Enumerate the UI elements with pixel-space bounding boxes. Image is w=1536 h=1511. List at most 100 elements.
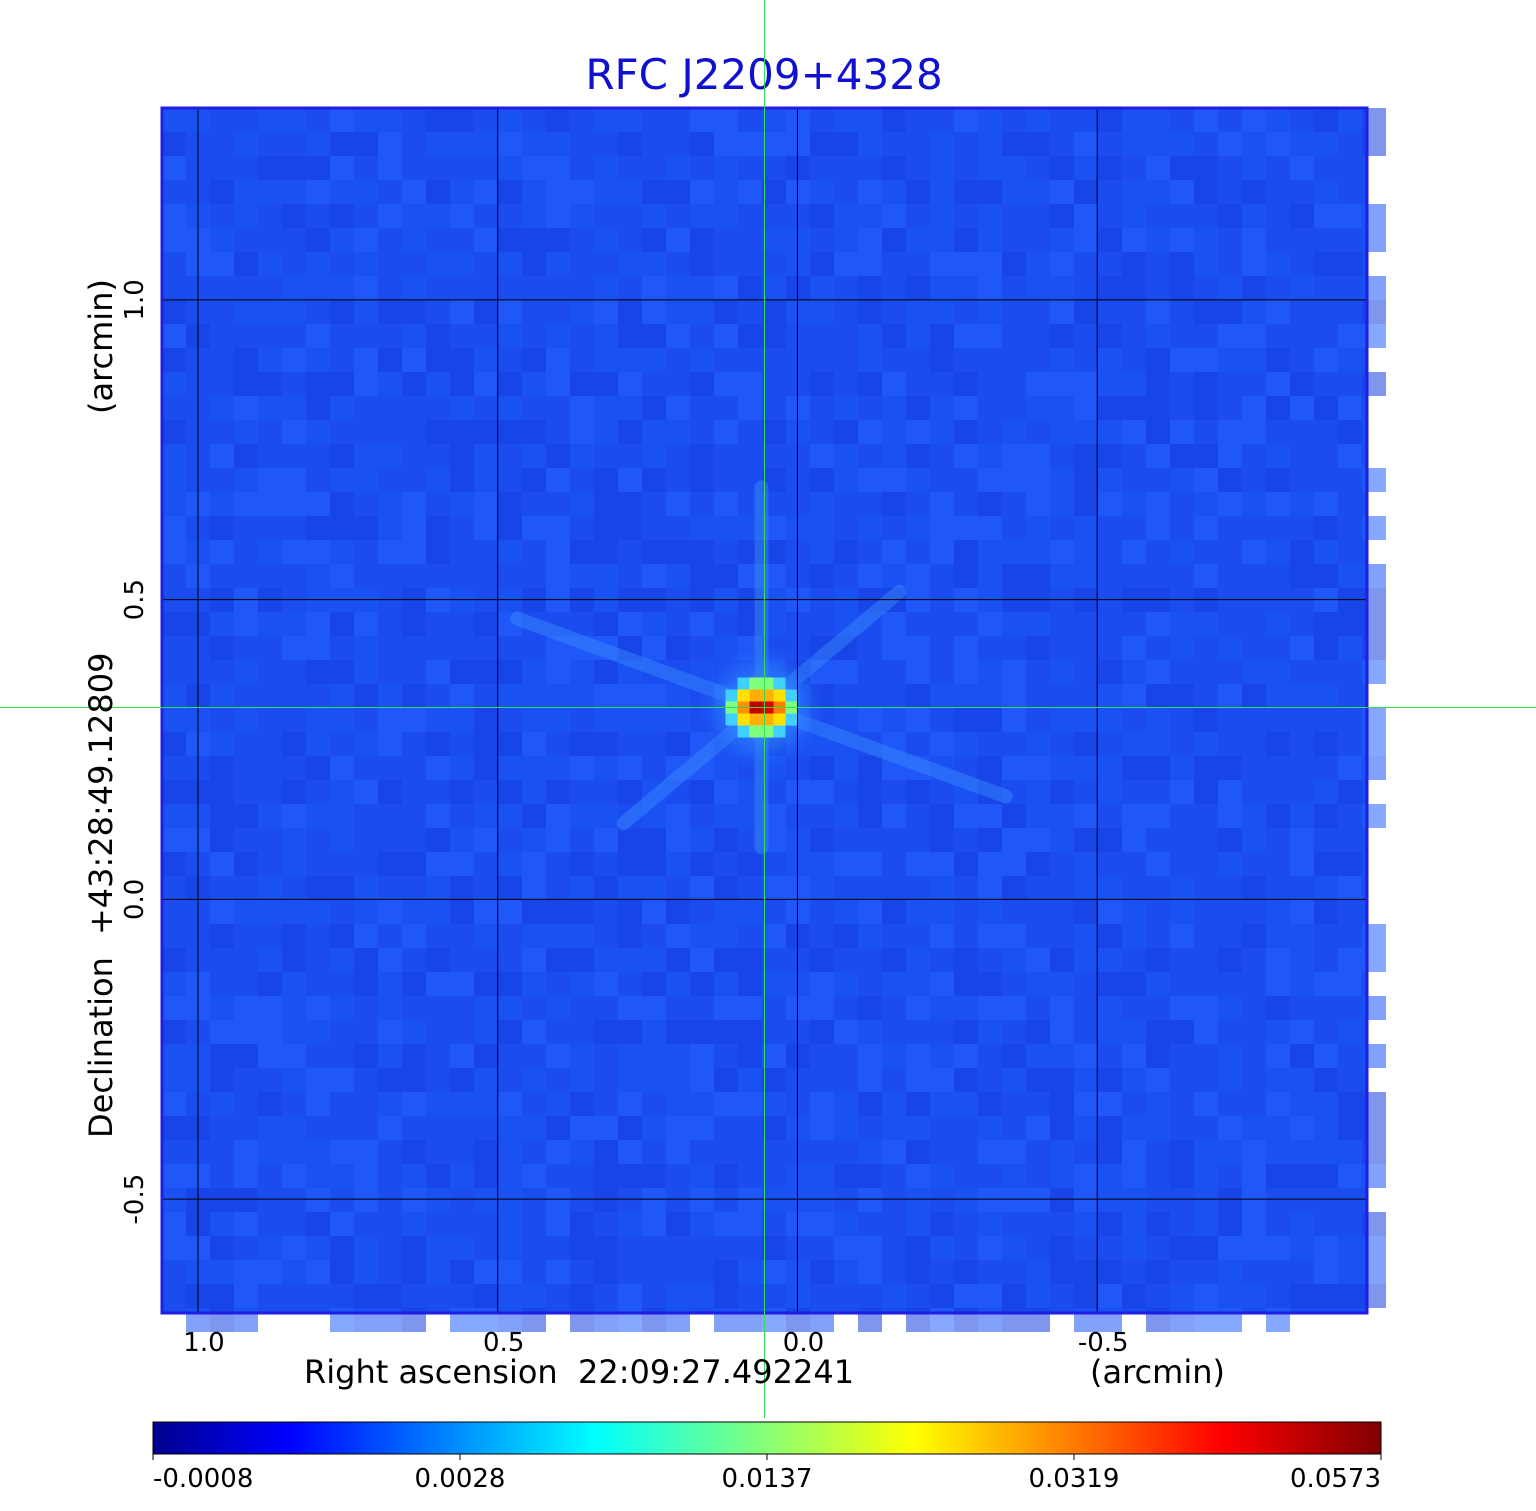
noise-cell bbox=[234, 468, 258, 492]
noise-cell bbox=[690, 780, 714, 804]
noise-cell bbox=[714, 180, 738, 204]
noise-cell bbox=[1290, 804, 1314, 828]
noise-cell bbox=[1050, 252, 1074, 276]
noise-cell bbox=[1002, 420, 1026, 444]
noise-cell bbox=[1170, 612, 1194, 636]
noise-cell bbox=[762, 132, 786, 156]
noise-cell bbox=[282, 468, 306, 492]
noise-cell bbox=[234, 1212, 258, 1236]
noise-cell bbox=[282, 492, 306, 516]
noise-cell bbox=[1194, 1188, 1218, 1212]
noise-cell bbox=[1242, 1284, 1266, 1308]
noise-cell bbox=[378, 948, 402, 972]
noise-cell bbox=[1098, 948, 1122, 972]
noise-cell bbox=[954, 780, 978, 804]
noise-cell bbox=[354, 132, 378, 156]
x-axis-label-center: 22:09:27.492241 bbox=[578, 1353, 854, 1391]
noise-cell bbox=[618, 1140, 642, 1164]
noise-cell bbox=[498, 660, 522, 684]
noise-cell bbox=[738, 804, 762, 828]
noise-cell bbox=[618, 180, 642, 204]
noise-cell bbox=[330, 1260, 354, 1284]
noise-cell bbox=[1050, 948, 1074, 972]
noise-cell bbox=[474, 1188, 498, 1212]
noise-cell bbox=[546, 564, 570, 588]
noise-cell bbox=[1146, 156, 1170, 180]
noise-cell bbox=[714, 948, 738, 972]
noise-cell bbox=[378, 1044, 402, 1068]
noise-cell bbox=[594, 1236, 618, 1260]
noise-cell bbox=[906, 516, 930, 540]
noise-cell bbox=[234, 612, 258, 636]
noise-cell bbox=[426, 804, 450, 828]
noise-cell bbox=[354, 684, 378, 708]
noise-cell bbox=[594, 540, 618, 564]
y-tick-label: 1.0 bbox=[120, 279, 150, 320]
noise-cell bbox=[498, 1212, 522, 1236]
noise-cell bbox=[1194, 348, 1218, 372]
noise-cell bbox=[1026, 732, 1050, 756]
noise-cell bbox=[258, 900, 282, 924]
noise-cell bbox=[498, 1260, 522, 1284]
noise-cell bbox=[1290, 1164, 1314, 1188]
noise-cell bbox=[786, 1212, 810, 1236]
noise-cell bbox=[450, 660, 474, 684]
noise-cell bbox=[1266, 1092, 1290, 1116]
noise-cell bbox=[978, 708, 1002, 732]
noise-cell bbox=[426, 660, 450, 684]
noise-cell bbox=[786, 780, 810, 804]
noise-cell bbox=[162, 1188, 186, 1212]
source-pixel bbox=[737, 713, 750, 726]
noise-cell bbox=[1242, 1188, 1266, 1212]
noise-cell bbox=[282, 1260, 306, 1284]
noise-cell bbox=[1050, 228, 1074, 252]
noise-cell bbox=[426, 204, 450, 228]
noise-cell bbox=[666, 732, 690, 756]
noise-cell bbox=[1290, 1236, 1314, 1260]
noise-cell bbox=[498, 1188, 522, 1212]
noise-cell bbox=[618, 780, 642, 804]
noise-cell bbox=[1122, 924, 1146, 948]
noise-cell bbox=[930, 396, 954, 420]
noise-cell bbox=[426, 516, 450, 540]
noise-cell bbox=[1338, 420, 1362, 444]
noise-cell bbox=[162, 420, 186, 444]
noise-cell bbox=[762, 1116, 786, 1140]
noise-cell bbox=[858, 276, 882, 300]
noise-cell bbox=[954, 396, 978, 420]
noise-cell bbox=[1242, 132, 1266, 156]
noise-cell bbox=[1050, 1092, 1074, 1116]
noise-cell bbox=[282, 420, 306, 444]
noise-cell bbox=[1170, 1164, 1194, 1188]
noise-cell bbox=[1098, 1188, 1122, 1212]
noise-cell bbox=[1074, 516, 1098, 540]
noise-cell bbox=[930, 516, 954, 540]
noise-cell bbox=[474, 420, 498, 444]
noise-cell bbox=[306, 348, 330, 372]
noise-cell bbox=[522, 156, 546, 180]
noise-cell bbox=[1146, 732, 1170, 756]
noise-cell bbox=[474, 756, 498, 780]
crosshair[interactable] bbox=[0, 0, 1536, 1418]
noise-cell bbox=[978, 780, 1002, 804]
noise-cell bbox=[402, 300, 426, 324]
noise-cell bbox=[954, 804, 978, 828]
noise-cell bbox=[1290, 948, 1314, 972]
noise-cell bbox=[1002, 660, 1026, 684]
noise-cell bbox=[594, 612, 618, 636]
noise-cell bbox=[1218, 1212, 1242, 1236]
noise-cell bbox=[810, 540, 834, 564]
noise-cell bbox=[714, 972, 738, 996]
noise-cell bbox=[210, 756, 234, 780]
noise-cell bbox=[810, 372, 834, 396]
noise-cell bbox=[882, 492, 906, 516]
noise-cell bbox=[1002, 180, 1026, 204]
noise-cell bbox=[1098, 1284, 1122, 1308]
noise-cell bbox=[1314, 1140, 1338, 1164]
noise-cell bbox=[162, 204, 186, 228]
noise-cell bbox=[546, 1188, 570, 1212]
noise-cell bbox=[642, 684, 666, 708]
noise-cell bbox=[330, 396, 354, 420]
noise-cell bbox=[618, 516, 642, 540]
